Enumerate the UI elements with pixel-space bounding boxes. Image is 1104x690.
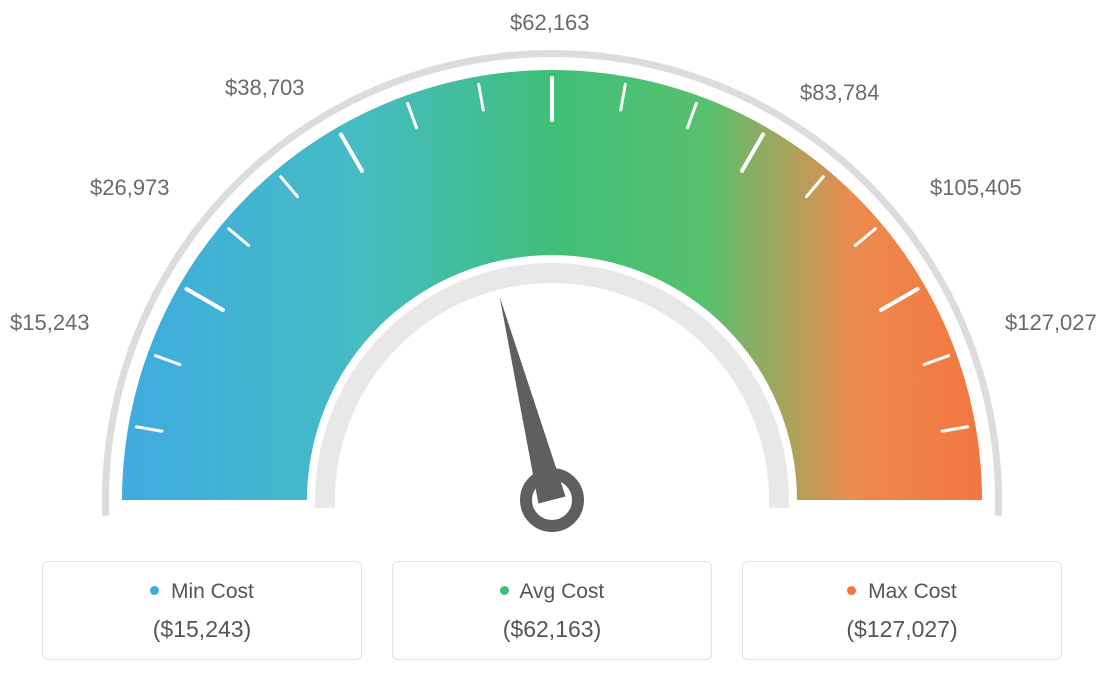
avg-cost-title: Avg Cost <box>403 580 701 604</box>
scale-label: $105,405 <box>930 175 1022 201</box>
min-cost-label: Min Cost <box>171 580 254 603</box>
max-dot-icon <box>847 586 856 595</box>
scale-label: $62,163 <box>510 10 590 36</box>
min-cost-value: ($15,243) <box>53 616 351 643</box>
gauge-area: $15,243 $26,973 $38,703 $62,163 $83,784 $105,… <box>0 0 1104 540</box>
min-dot-icon <box>150 586 159 595</box>
scale-label: $127,027 <box>1005 310 1097 336</box>
avg-cost-value: ($62,163) <box>403 616 701 643</box>
cost-gauge-chart: $15,243 $26,973 $38,703 $62,163 $83,784 $105,… <box>0 0 1104 690</box>
max-cost-title: Max Cost <box>753 580 1051 604</box>
gauge-svg <box>0 0 1104 540</box>
avg-dot-icon <box>500 586 509 595</box>
avg-cost-label: Avg Cost <box>519 580 604 603</box>
min-cost-card: Min Cost ($15,243) <box>42 561 362 660</box>
max-cost-card: Max Cost ($127,027) <box>742 561 1062 660</box>
scale-label: $38,703 <box>225 75 305 101</box>
max-cost-value: ($127,027) <box>753 616 1051 643</box>
summary-cards: Min Cost ($15,243) Avg Cost ($62,163) Ma… <box>40 561 1064 660</box>
scale-label: $26,973 <box>90 175 170 201</box>
min-cost-title: Min Cost <box>53 580 351 604</box>
scale-label: $15,243 <box>10 310 90 336</box>
max-cost-label: Max Cost <box>868 580 957 603</box>
scale-label: $83,784 <box>800 80 880 106</box>
avg-cost-card: Avg Cost ($62,163) <box>392 561 712 660</box>
